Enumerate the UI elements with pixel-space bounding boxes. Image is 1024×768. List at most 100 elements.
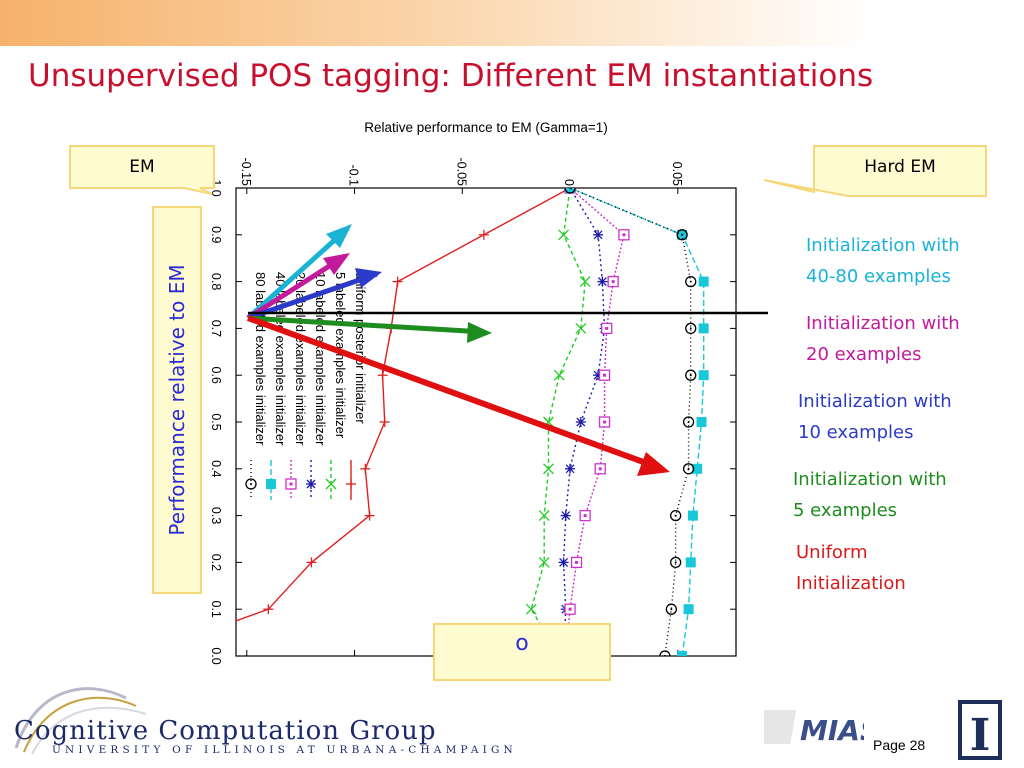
data-point bbox=[698, 276, 709, 287]
illinois-logo-letter: I bbox=[970, 710, 991, 760]
arrow-5-examples bbox=[247, 315, 485, 335]
series-1 bbox=[525, 188, 591, 656]
circle-note-callout: o bbox=[433, 623, 611, 681]
data-point bbox=[685, 322, 697, 335]
x-tick-label: 0.4 bbox=[209, 460, 223, 477]
data-point bbox=[364, 510, 375, 521]
annotation-40-80-examples-line2: 40-80 examples bbox=[806, 266, 951, 287]
annotation-5-examples-line2: 5 examples bbox=[793, 500, 898, 521]
legend-label: uniform posterior initializer bbox=[353, 272, 368, 424]
data-point bbox=[478, 229, 489, 240]
legend-marker bbox=[346, 479, 356, 489]
data-point bbox=[698, 323, 709, 334]
annotation-40-80-examples: Initialization with 40-80 examples bbox=[806, 230, 960, 292]
y-tick-label: -0.1 bbox=[347, 164, 361, 186]
series-line bbox=[530, 188, 586, 656]
data-point bbox=[665, 603, 677, 615]
hard-em-callout-label: Hard EM bbox=[864, 157, 936, 177]
data-point bbox=[593, 229, 604, 240]
series-0 bbox=[236, 188, 576, 622]
annotation-10-examples-line2: 10 examples bbox=[798, 422, 914, 443]
x-tick-label: 0.3 bbox=[209, 507, 223, 524]
data-point bbox=[670, 509, 682, 522]
data-point bbox=[565, 463, 576, 474]
university-name: UNIVERSITY OF ILLINOIS AT URBANA-CHAMPAI… bbox=[52, 744, 517, 756]
annotation-20-examples: Initialization with 20 examples bbox=[806, 308, 960, 370]
data-point bbox=[538, 510, 550, 522]
annotation-10-examples: Initialization with 10 examples bbox=[798, 386, 952, 448]
data-point bbox=[564, 603, 576, 615]
top-banner bbox=[0, 0, 1024, 46]
chart-title: Relative performance to EM (Gamma=1) bbox=[364, 120, 607, 135]
x-tick-label: 0.9 bbox=[209, 226, 223, 243]
y-tick-label: -0.15 bbox=[239, 158, 253, 187]
annotation-20-examples-line2: 20 examples bbox=[806, 344, 922, 365]
arrow-40-80-examples bbox=[246, 226, 350, 320]
data-point bbox=[575, 322, 587, 334]
data-point bbox=[263, 604, 274, 615]
data-point bbox=[597, 276, 608, 287]
data-point bbox=[685, 275, 697, 288]
data-point bbox=[607, 275, 619, 288]
legend-marker bbox=[285, 478, 297, 490]
y-tick-label: -0.05 bbox=[454, 158, 468, 187]
series-4 bbox=[565, 188, 709, 656]
x-tick-label: 0.6 bbox=[209, 367, 223, 384]
arrow-uniform bbox=[246, 315, 662, 471]
series-line bbox=[569, 188, 692, 656]
data-point bbox=[306, 557, 317, 568]
data-point bbox=[560, 510, 571, 521]
data-point bbox=[696, 417, 707, 427]
annotation-5-examples: Initialization with 5 examples bbox=[793, 464, 947, 526]
data-point bbox=[579, 276, 591, 288]
y-tick-label: 0 bbox=[562, 179, 576, 186]
em-callout bbox=[69, 145, 215, 195]
slide-title: Unsupervised POS tagging: Different EM i… bbox=[28, 58, 874, 94]
data-point bbox=[558, 229, 570, 241]
performance-ylabel: Performance relative to EM bbox=[165, 264, 189, 536]
arrow-40-80-examples-head bbox=[326, 224, 352, 248]
mias-logo-text: MIAS bbox=[800, 714, 864, 747]
data-point bbox=[598, 416, 611, 428]
annotation-5-examples-line1: Initialization with bbox=[793, 469, 947, 490]
data-point bbox=[558, 557, 569, 568]
arrow-5-examples-head bbox=[467, 322, 492, 343]
data-point bbox=[598, 369, 611, 381]
data-point bbox=[685, 557, 696, 568]
data-point bbox=[594, 463, 606, 475]
legend-label: 10 labeled examples initializer bbox=[313, 272, 328, 446]
arrow-10-examples-head bbox=[355, 268, 382, 288]
legend-label: 20 labeled examples initializer bbox=[293, 272, 308, 446]
series-3 bbox=[560, 188, 630, 656]
data-point bbox=[698, 370, 709, 381]
annotation-uniform: Uniform Initialization bbox=[796, 537, 906, 599]
series-5 bbox=[564, 188, 697, 656]
data-point bbox=[687, 510, 698, 521]
hard-em-callout bbox=[763, 145, 987, 197]
em-callout-label: EM bbox=[129, 157, 155, 177]
legend-marker bbox=[266, 479, 276, 489]
arrow-uniform-head bbox=[637, 452, 670, 476]
annotation-uniform-line2: Initialization bbox=[796, 573, 906, 594]
annotation-10-examples-line1: Initialization with bbox=[798, 391, 952, 412]
data-point bbox=[685, 369, 697, 381]
data-point bbox=[601, 322, 613, 335]
x-tick-label: 0.8 bbox=[209, 273, 223, 290]
data-point bbox=[677, 651, 688, 656]
data-point bbox=[579, 509, 591, 522]
arrow-10-examples bbox=[247, 271, 378, 321]
data-point bbox=[565, 188, 576, 193]
legend-label: 40 labeled examples initializer bbox=[273, 272, 288, 446]
ccg-swoosh-logo bbox=[14, 687, 147, 755]
data-point bbox=[692, 463, 703, 474]
data-point bbox=[575, 417, 586, 427]
x-tick-label: 0.5 bbox=[209, 413, 223, 430]
legend-marker bbox=[306, 479, 316, 489]
x-tick-label: 0.7 bbox=[209, 320, 223, 337]
legend-label: 80 labeled examples initializer bbox=[253, 272, 268, 446]
x-tick-label: 0.1 bbox=[209, 601, 223, 618]
data-point bbox=[683, 604, 694, 615]
arrow-20-examples-head bbox=[323, 253, 350, 275]
data-point bbox=[670, 556, 682, 569]
